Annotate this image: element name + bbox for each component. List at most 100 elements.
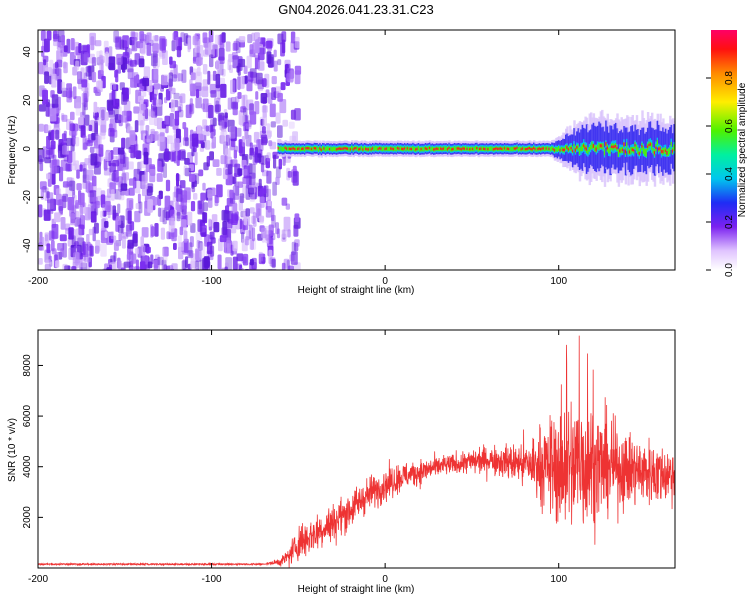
signal-cell xyxy=(605,142,608,146)
signal-cell xyxy=(337,147,340,151)
noise-cell xyxy=(88,257,92,268)
noise-cell xyxy=(59,234,67,242)
noise-cell xyxy=(132,233,138,247)
noise-cell xyxy=(94,120,98,135)
signal-cell xyxy=(641,145,644,148)
signal-cell xyxy=(288,147,291,150)
signal-cell xyxy=(591,141,594,150)
noise-cell xyxy=(261,105,268,113)
signal-cell xyxy=(574,148,578,152)
signal-cell xyxy=(510,146,514,152)
noise-cell xyxy=(215,73,221,89)
noise-cell xyxy=(212,117,217,127)
noise-cell xyxy=(94,40,102,47)
snr-ylabel: SNR (10 * v/v) xyxy=(7,418,18,482)
signal-cell xyxy=(327,146,330,151)
signal-cell xyxy=(483,147,486,150)
noise-cell xyxy=(213,222,220,233)
signal-cell xyxy=(558,146,561,151)
signal-cell xyxy=(351,145,354,151)
signal-cell xyxy=(399,146,403,151)
signal-cell xyxy=(602,143,605,150)
snr-series-line xyxy=(38,335,675,568)
noise-cell xyxy=(239,193,245,204)
noise-cell xyxy=(250,239,254,250)
noise-cell xyxy=(176,173,179,187)
noise-cell xyxy=(268,224,274,236)
noise-cell xyxy=(50,90,55,98)
noise-cell xyxy=(51,129,55,141)
signal-cell xyxy=(648,143,651,147)
noise-cell xyxy=(229,64,233,73)
signal-cell xyxy=(580,146,583,152)
noise-cell xyxy=(95,239,101,252)
x-tick-label: 100 xyxy=(550,574,567,585)
noise-cell xyxy=(294,65,302,75)
noise-cell xyxy=(78,117,84,126)
noise-cell xyxy=(164,195,171,211)
noise-cell xyxy=(195,97,202,109)
noise-cell xyxy=(224,266,228,270)
noise-cell xyxy=(127,68,134,80)
signal-cell xyxy=(348,147,351,152)
noise-cell xyxy=(139,261,146,270)
noise-cell xyxy=(168,217,175,233)
noise-cell xyxy=(96,80,103,89)
colorbar-tick-label: 0.8 xyxy=(724,71,735,85)
noise-cell xyxy=(52,30,59,40)
noise-cell xyxy=(227,164,233,175)
noise-cell xyxy=(134,120,139,133)
noise-cell xyxy=(109,162,116,173)
noise-cell xyxy=(122,87,129,100)
signal-cell xyxy=(308,147,311,150)
signal-cell xyxy=(465,146,468,151)
noise-cell xyxy=(110,189,115,201)
signal-cell xyxy=(481,146,484,151)
noise-cell xyxy=(83,52,89,63)
signal-cell xyxy=(488,146,491,151)
noise-cell xyxy=(55,188,62,200)
signal-cell xyxy=(517,147,521,152)
noise-cell xyxy=(103,168,111,176)
noise-cell xyxy=(189,103,195,114)
noise-cell xyxy=(266,51,272,64)
signal-cell xyxy=(412,146,415,151)
noise-cell xyxy=(140,245,146,256)
signal-cell xyxy=(544,146,547,152)
signal-cell xyxy=(430,147,433,152)
signal-cell xyxy=(322,146,325,151)
noise-cell xyxy=(225,134,230,146)
noise-cell xyxy=(79,164,83,172)
noise-cell xyxy=(72,151,76,166)
noise-cell xyxy=(157,207,161,217)
noise-cell xyxy=(130,77,137,88)
signal-cell xyxy=(503,147,507,150)
noise-cell xyxy=(152,43,159,53)
noise-cell xyxy=(133,266,140,270)
signal-cell xyxy=(614,144,618,148)
noise-cell xyxy=(159,207,165,222)
noise-cell xyxy=(271,208,275,222)
signal-cell xyxy=(287,146,290,151)
signal-cell xyxy=(492,148,496,151)
noise-cell xyxy=(190,223,196,233)
signal-cell xyxy=(653,151,657,155)
signal-cell xyxy=(671,149,675,153)
y-tick-label: 20 xyxy=(22,94,33,106)
noise-cell xyxy=(278,158,282,170)
noise-cell xyxy=(161,74,169,86)
noise-cell xyxy=(138,201,143,214)
noise-cell xyxy=(215,100,219,114)
noise-cell xyxy=(208,193,213,208)
noise-cell xyxy=(42,89,48,105)
noise-cell xyxy=(54,212,61,223)
noise-cell xyxy=(127,210,132,224)
noise-cell xyxy=(46,243,51,254)
noise-cell xyxy=(242,253,249,266)
noise-cell xyxy=(231,213,238,225)
noise-cell xyxy=(216,167,222,176)
noise-cell xyxy=(45,125,52,133)
signal-cell xyxy=(609,146,612,154)
noise-cell xyxy=(143,66,151,80)
